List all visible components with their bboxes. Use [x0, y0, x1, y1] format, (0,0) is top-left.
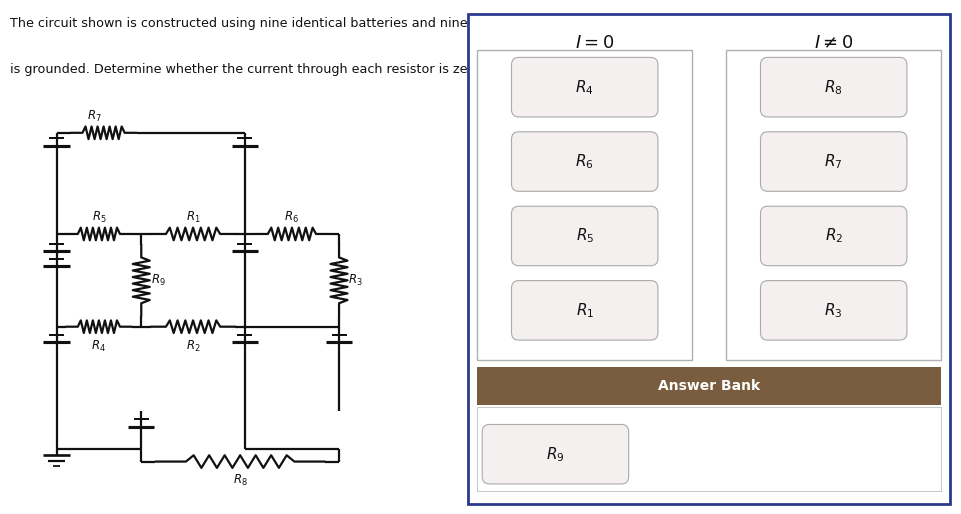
FancyBboxPatch shape: [727, 50, 941, 360]
FancyBboxPatch shape: [511, 132, 658, 191]
Text: $R_1$: $R_1$: [185, 210, 201, 225]
Text: $I \neq 0$: $I \neq 0$: [814, 33, 853, 51]
Text: $R_9$: $R_9$: [546, 445, 565, 464]
FancyBboxPatch shape: [760, 281, 907, 340]
Text: $R_3$: $R_3$: [825, 301, 843, 320]
Text: $R_4$: $R_4$: [576, 78, 594, 97]
FancyBboxPatch shape: [511, 281, 658, 340]
Text: $R_5$: $R_5$: [91, 210, 107, 225]
Text: $R_7$: $R_7$: [825, 152, 843, 171]
Text: is grounded. Determine whether the current through each resistor is zero or nonz: is grounded. Determine whether the curre…: [10, 63, 556, 76]
Text: $R_2$: $R_2$: [185, 339, 200, 354]
Text: $R_3$: $R_3$: [349, 273, 363, 288]
FancyBboxPatch shape: [760, 58, 907, 117]
Text: $R_1$: $R_1$: [576, 301, 594, 320]
FancyBboxPatch shape: [511, 58, 658, 117]
Text: Answer Bank: Answer Bank: [658, 379, 760, 393]
Text: $R_7$: $R_7$: [86, 108, 102, 123]
FancyBboxPatch shape: [468, 14, 949, 504]
Text: $R_2$: $R_2$: [825, 227, 843, 245]
FancyBboxPatch shape: [482, 425, 628, 484]
Text: $R_6$: $R_6$: [576, 152, 594, 171]
FancyBboxPatch shape: [760, 206, 907, 266]
Text: $R_6$: $R_6$: [284, 210, 300, 225]
Text: $R_8$: $R_8$: [825, 78, 843, 97]
Text: $I = 0$: $I = 0$: [575, 33, 614, 51]
Text: $R_4$: $R_4$: [91, 339, 107, 354]
Text: $R_9$: $R_9$: [151, 273, 165, 288]
FancyBboxPatch shape: [478, 50, 692, 360]
Text: The circuit shown is constructed using nine identical batteries and nine identic: The circuit shown is constructed using n…: [10, 16, 811, 30]
FancyBboxPatch shape: [760, 132, 907, 191]
FancyBboxPatch shape: [478, 368, 941, 405]
FancyBboxPatch shape: [478, 407, 941, 491]
Text: $R_8$: $R_8$: [233, 473, 248, 488]
FancyBboxPatch shape: [511, 206, 658, 266]
Text: $R_5$: $R_5$: [576, 227, 594, 245]
